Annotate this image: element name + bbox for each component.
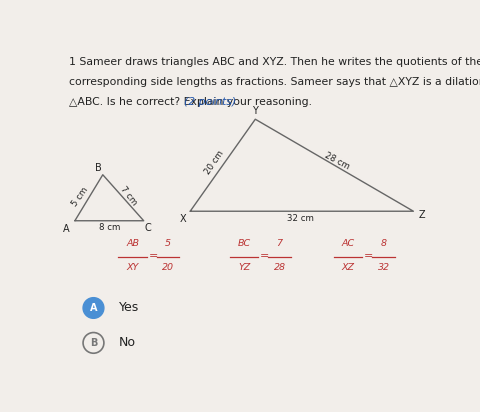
Text: Z: Z — [418, 210, 425, 220]
Text: △ABC. Is he correct? Explain your reasoning.: △ABC. Is he correct? Explain your reason… — [69, 97, 319, 107]
Text: 7 cm: 7 cm — [119, 185, 139, 207]
Text: BC: BC — [238, 239, 251, 248]
Text: No: No — [119, 336, 136, 349]
Text: 5: 5 — [165, 239, 171, 248]
Text: 20 cm: 20 cm — [203, 148, 226, 176]
Text: B: B — [95, 163, 102, 173]
Text: 32 cm: 32 cm — [287, 214, 313, 223]
Text: A: A — [90, 303, 97, 313]
Text: B: B — [90, 338, 97, 348]
Ellipse shape — [83, 297, 104, 318]
Text: 1 Sameer draws triangles ABC and XYZ. Then he writes the quotients of the: 1 Sameer draws triangles ABC and XYZ. Th… — [69, 57, 480, 68]
Text: Y: Y — [252, 106, 258, 116]
Text: =: = — [364, 251, 373, 261]
Text: 7: 7 — [276, 239, 282, 248]
Text: C: C — [145, 223, 152, 233]
Text: Yes: Yes — [119, 302, 139, 314]
Text: 8: 8 — [381, 239, 387, 248]
Text: 28: 28 — [274, 263, 286, 272]
Text: A: A — [63, 224, 70, 234]
Text: AC: AC — [342, 239, 355, 248]
Text: 28 cm: 28 cm — [323, 151, 351, 171]
Text: (2 points): (2 points) — [184, 97, 236, 107]
Text: YZ: YZ — [238, 263, 250, 272]
Text: =: = — [148, 251, 158, 261]
Text: XY: XY — [126, 263, 139, 272]
Text: X: X — [180, 214, 187, 224]
Text: AB: AB — [126, 239, 139, 248]
Text: 5 cm: 5 cm — [71, 186, 90, 208]
Text: corresponding side lengths as fractions. Sameer says that △XYZ is a dilation of: corresponding side lengths as fractions.… — [69, 77, 480, 87]
Text: 32: 32 — [378, 263, 390, 272]
Text: =: = — [260, 251, 269, 261]
Text: 8 cm: 8 cm — [99, 223, 120, 232]
Text: XZ: XZ — [342, 263, 355, 272]
Text: 20: 20 — [162, 263, 174, 272]
